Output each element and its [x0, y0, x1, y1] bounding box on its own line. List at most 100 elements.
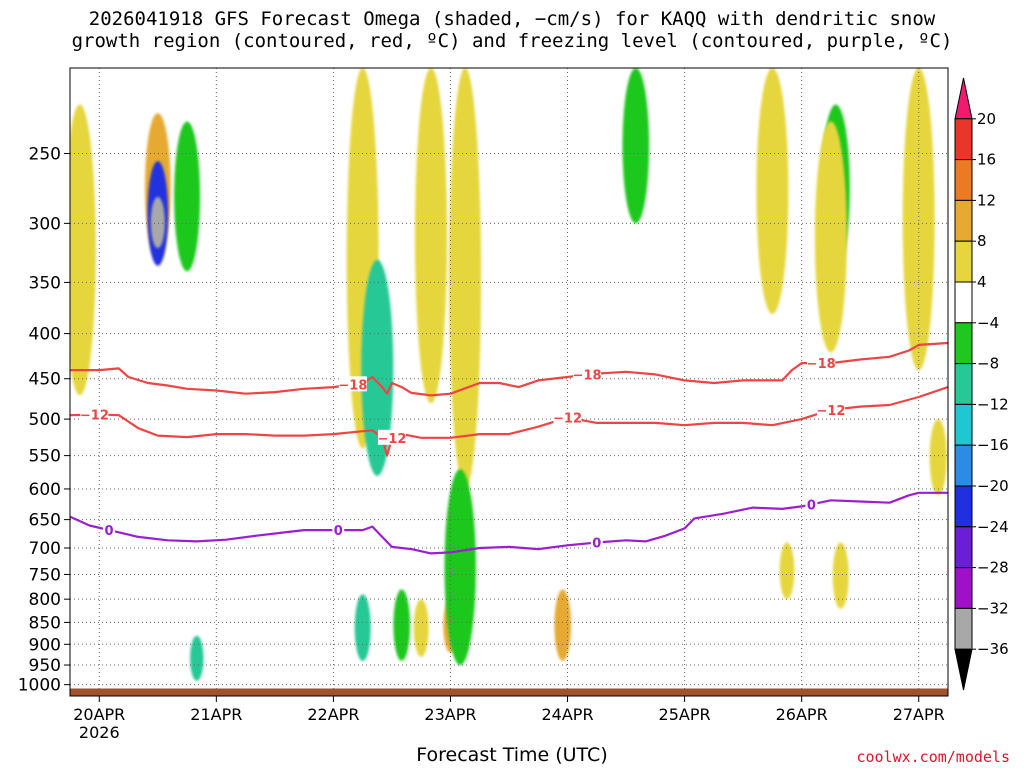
contour-label-1-3: −12	[816, 404, 845, 419]
colorbar-label-9: −20	[977, 477, 1009, 495]
contour-label-bg-0-0	[338, 376, 367, 392]
colorbar-swatch-13	[954, 607, 973, 650]
plot-frame	[69, 67, 949, 697]
y-axis: 2503003504004505005506006507007508008509…	[18, 144, 70, 696]
colorbar-swatch-14	[954, 648, 973, 691]
colorbar-swatch-3	[954, 199, 973, 242]
omega-shading-region-3	[70, 104, 96, 396]
colorbar-label-3: 8	[977, 232, 987, 250]
contour-label-2-0: 0	[104, 524, 113, 539]
contour-label-bg-1-2	[553, 409, 582, 425]
y-tick-label-850: 850	[29, 613, 61, 633]
contour-label-1-0: −12	[80, 409, 109, 424]
omega-shading-region-16	[622, 68, 650, 224]
contour-label-0-0: −18	[338, 378, 367, 393]
contour-label-bg-1-3	[816, 401, 845, 417]
colorbar-label-11: −28	[977, 559, 1009, 577]
colorbar-label-0: 20	[977, 110, 996, 128]
x-axis: 20APR 21APR 22APR 23APR 24APR 25APR 26APR 27APR…	[73, 696, 945, 742]
x-tick-label-4: 24APR	[541, 705, 593, 724]
y-tick-label-800: 800	[29, 590, 61, 610]
contour-label-2-1: 0	[334, 524, 343, 539]
y-tick-label-700: 700	[29, 539, 61, 559]
x-tick-label-3: 23APR	[424, 705, 476, 724]
omega-shading-region-9	[393, 589, 411, 661]
omega-shading-region-5	[190, 635, 204, 681]
x-axis-label: Forecast Time (UTC)	[416, 744, 608, 766]
chart-title-line-2: growth region (contoured, red, ºC) and f…	[71, 30, 953, 52]
x-tick-label-7: 27APR	[893, 705, 945, 724]
contour-label-2-2: 0	[592, 536, 601, 551]
contour-label-bg-2-0	[103, 522, 116, 538]
omega-shading-region-15	[554, 589, 571, 661]
colorbar-swatch-4	[954, 240, 973, 283]
y-tick-label-250: 250	[29, 144, 61, 164]
y-tick-label-650: 650	[29, 511, 61, 531]
contour-label-0-2: −18	[807, 357, 836, 372]
omega-shading-region-8	[354, 594, 371, 661]
y-tick-label-350: 350	[29, 273, 61, 293]
y-tick-label-750: 750	[29, 565, 61, 585]
omega-shading-region-18	[779, 542, 795, 600]
colorbar-label-6: −8	[977, 355, 999, 373]
y-tick-label-500: 500	[29, 410, 61, 430]
colorbar-label-1: 16	[977, 151, 996, 169]
omega-shading-region-12	[415, 68, 447, 404]
colorbar-label-4: 4	[977, 273, 987, 291]
credit-link[interactable]: coolwx.com/models	[856, 748, 1010, 766]
colorbar-swatch-8	[954, 403, 973, 446]
contour-label-1-1: −12	[377, 432, 406, 447]
colorbar-swatch-11	[954, 526, 973, 569]
colorbar-label-2: 12	[977, 191, 996, 209]
omega-shading-layer	[70, 68, 947, 681]
omega-shading-region-10	[413, 599, 429, 657]
colorbar-label-10: −24	[977, 518, 1009, 536]
colorbar-swatch-2	[954, 159, 973, 201]
chart-title-line-1: 2026041918 GFS Forecast Omega (shaded, −…	[88, 8, 936, 30]
contour-line-2	[70, 491, 948, 555]
colorbar: 20 16 12 8 4 −4 −8 −12 −16 −20 −24 −28 −32 −36	[954, 77, 1009, 691]
x-tick-label-6: 26APR	[776, 705, 828, 724]
x-tick-label-1: 21APR	[190, 705, 242, 724]
colorbar-swatch-0	[954, 77, 973, 120]
y-tick-label-1000: 1000	[18, 676, 61, 696]
omega-shading-region-17	[756, 68, 789, 314]
contour-label-1-2: −12	[553, 412, 582, 427]
y-tick-label-400: 400	[29, 325, 61, 345]
y-tick-label-550: 550	[29, 447, 61, 467]
colorbar-swatch-7	[954, 363, 973, 405]
grid-lines	[70, 68, 948, 696]
colorbar-swatch-1	[954, 118, 973, 161]
contour-label-bg-1-0	[80, 406, 109, 422]
contour-label-bg-2-3	[805, 496, 818, 512]
colorbar-label-7: −12	[977, 395, 1009, 413]
colorbar-label-5: −4	[977, 314, 999, 332]
omega-shading-region-13	[449, 68, 482, 489]
y-tick-label-300: 300	[29, 214, 61, 234]
x-year-label: 2026	[79, 723, 120, 742]
contour-label-bg-1-1	[377, 429, 406, 445]
contour-label-0-1: −18	[573, 369, 602, 384]
omega-shading-region-4	[174, 121, 201, 272]
y-tick-label-900: 900	[29, 635, 61, 655]
omega-shading-region-14	[444, 469, 476, 666]
colorbar-label-13: −36	[977, 640, 1009, 658]
contour-label-bg-0-1	[573, 366, 602, 382]
contour-label-bg-2-2	[590, 534, 603, 550]
omega-shading-region-20	[814, 121, 847, 353]
contour-label-bg-0-2	[807, 355, 836, 371]
omega-shading-region-21	[902, 68, 935, 371]
colorbar-swatch-6	[954, 322, 973, 365]
contour-layer: −18 −18 −18 −12 −12 −12 −12 0 0 0 0	[70, 341, 948, 555]
contour-label-2-3: 0	[807, 498, 816, 513]
colorbar-swatch-10	[954, 485, 973, 528]
surface-layer	[70, 688, 948, 696]
colorbar-label-12: −32	[977, 599, 1009, 617]
contour-line-0	[70, 341, 948, 397]
x-tick-label-5: 25APR	[659, 705, 711, 724]
surface-band	[70, 688, 948, 696]
colorbar-swatch-12	[954, 567, 973, 609]
plot-background	[70, 68, 948, 696]
omega-shading-region-7	[361, 259, 394, 476]
